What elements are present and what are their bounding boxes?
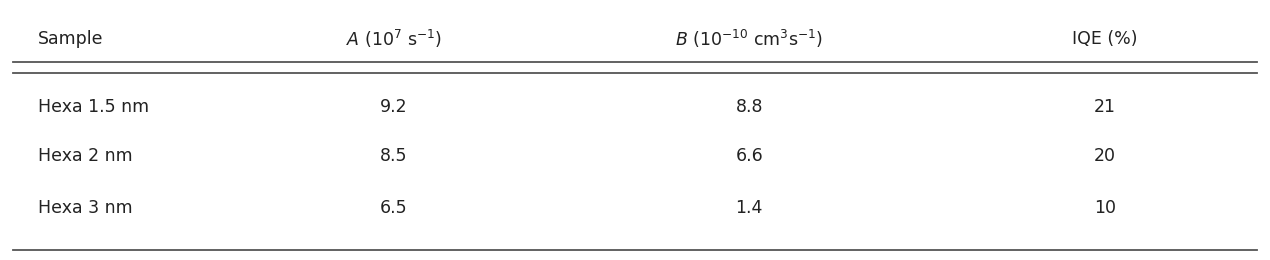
Text: IQE (%): IQE (%) (1072, 30, 1138, 48)
Text: Hexa 3 nm: Hexa 3 nm (38, 199, 133, 217)
Text: 8.5: 8.5 (380, 147, 408, 165)
Text: Hexa 1.5 nm: Hexa 1.5 nm (38, 98, 150, 116)
Text: 1.4: 1.4 (735, 199, 763, 217)
Text: $B$ (10$^{-10}$ cm$^{3}$s$^{-1}$): $B$ (10$^{-10}$ cm$^{3}$s$^{-1}$) (676, 28, 823, 50)
Text: 21: 21 (1093, 98, 1116, 116)
Text: $A$ (10$^{7}$ s$^{-1}$): $A$ (10$^{7}$ s$^{-1}$) (345, 28, 442, 50)
Text: 8.8: 8.8 (735, 98, 763, 116)
Text: 10: 10 (1093, 199, 1116, 217)
Text: Hexa 2 nm: Hexa 2 nm (38, 147, 133, 165)
Text: 6.6: 6.6 (735, 147, 763, 165)
Text: Sample: Sample (38, 30, 104, 48)
Text: 20: 20 (1093, 147, 1116, 165)
Text: 6.5: 6.5 (380, 199, 408, 217)
Text: 9.2: 9.2 (380, 98, 408, 116)
